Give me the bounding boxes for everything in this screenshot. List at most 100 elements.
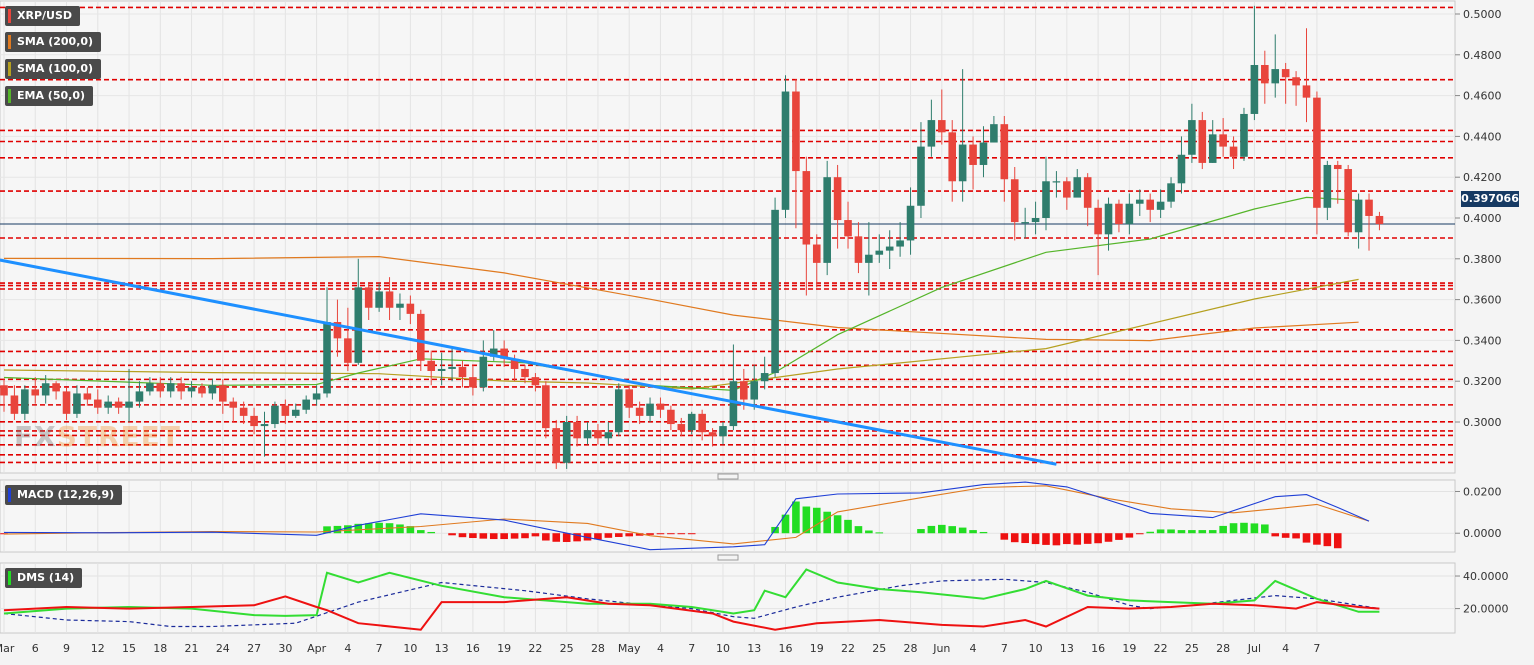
candle-up bbox=[1354, 199, 1363, 233]
axes: Mar 6 9 12 15 18 21 24 27 30 Apr 4 7 10 13 16 19 22 25 28 Ma… bbox=[0, 8, 1509, 655]
legend-dms[interactable]: DMS (14) bbox=[5, 568, 83, 588]
macd-hist-bar bbox=[1104, 533, 1113, 542]
y-tick-label: 0.3600 bbox=[1463, 294, 1502, 307]
macd-hist-bar bbox=[1146, 531, 1154, 534]
candle-down bbox=[93, 399, 102, 408]
y-tick-label: 0.3400 bbox=[1463, 334, 1502, 347]
x-tick-label: 4 bbox=[1282, 642, 1289, 655]
macd-hist-bar bbox=[625, 533, 633, 537]
macd-hist-bar bbox=[1156, 529, 1165, 534]
candle-up bbox=[1271, 69, 1280, 84]
candle-up bbox=[1156, 201, 1165, 210]
candle-down bbox=[740, 381, 748, 400]
candle-up bbox=[614, 389, 623, 433]
macd-hist-bar bbox=[1271, 533, 1280, 537]
candle-up bbox=[448, 366, 456, 369]
candle-down bbox=[1302, 85, 1311, 98]
candle-up bbox=[1042, 181, 1050, 218]
macd-hist-bar bbox=[542, 533, 550, 541]
macd-hist-bar bbox=[802, 506, 811, 534]
candle-down bbox=[1198, 120, 1207, 163]
macd-hist-bar bbox=[489, 533, 498, 540]
x-tick-label: 10 bbox=[1029, 642, 1043, 655]
candle-down bbox=[229, 401, 238, 408]
candle-up bbox=[1240, 113, 1248, 157]
macd-hist-bar bbox=[479, 533, 488, 539]
candle-down bbox=[812, 244, 821, 263]
macd-hist-bar bbox=[448, 533, 456, 536]
candle-up bbox=[1104, 203, 1113, 235]
macd-hist-bar bbox=[427, 531, 436, 534]
candle-down bbox=[1094, 207, 1102, 235]
candle-up bbox=[687, 413, 696, 431]
x-tick-label: Jul bbox=[1247, 642, 1261, 655]
candle-up bbox=[958, 144, 967, 182]
macd-hist-bar bbox=[1333, 533, 1342, 549]
macd-hist-bar bbox=[677, 533, 686, 535]
macd-hist-bar bbox=[1250, 523, 1259, 534]
candle-down bbox=[1000, 124, 1009, 180]
x-tick-label: 7 bbox=[688, 642, 695, 655]
macd-line bbox=[3, 481, 1370, 551]
candle-up bbox=[354, 287, 363, 363]
candle-up bbox=[302, 399, 310, 410]
candle-up bbox=[1250, 65, 1259, 114]
x-tick-label: 12 bbox=[91, 642, 105, 655]
macd-hist-bar bbox=[469, 533, 477, 539]
macd-hist-bar bbox=[406, 526, 415, 534]
candle-down bbox=[1292, 77, 1300, 86]
candle-down bbox=[385, 291, 394, 308]
macd-splitter-icon bbox=[717, 554, 739, 561]
candle-down bbox=[792, 91, 800, 172]
macd-hist-bar bbox=[1313, 533, 1321, 545]
x-tick-label: 18 bbox=[153, 642, 167, 655]
x-tick-label: 10 bbox=[716, 642, 730, 655]
candle-down bbox=[1313, 97, 1321, 208]
x-tick-label: 13 bbox=[435, 642, 449, 655]
x-tick-label: Mar bbox=[0, 642, 15, 655]
candle-up bbox=[979, 142, 988, 165]
macd-hist-bar bbox=[969, 530, 977, 534]
candle-down bbox=[333, 322, 342, 339]
candle-up bbox=[823, 177, 831, 263]
macd-hist-bar bbox=[792, 501, 800, 534]
candle-up bbox=[323, 322, 331, 394]
legend-macd[interactable]: MACD (12,26,9) bbox=[5, 485, 123, 505]
candle-down bbox=[1219, 134, 1227, 147]
macd-hist-bar bbox=[1292, 533, 1300, 539]
sma200-swatch-icon bbox=[8, 35, 11, 49]
x-tick-label: 4 bbox=[344, 642, 351, 655]
legend-sma200[interactable]: SMA (200,0) bbox=[5, 32, 102, 52]
candle-down bbox=[573, 422, 581, 439]
candle-down bbox=[1063, 181, 1071, 198]
legend-sma100[interactable]: SMA (100,0) bbox=[5, 59, 102, 79]
x-tick-label: 22 bbox=[528, 642, 542, 655]
candle-down bbox=[417, 313, 425, 361]
sma100-line bbox=[3, 278, 1359, 390]
ema50-swatch-icon bbox=[8, 89, 11, 103]
macd-hist-bar bbox=[823, 511, 831, 534]
descending-trendline bbox=[0, 258, 1057, 466]
macd-hist-bar bbox=[354, 523, 363, 534]
candle-up bbox=[562, 422, 571, 463]
minus-di-line bbox=[3, 595, 1380, 631]
x-tick-label: 19 bbox=[497, 642, 511, 655]
candle-down bbox=[948, 132, 957, 182]
legend-symbol[interactable]: XRP/USD bbox=[5, 6, 81, 26]
candle-down bbox=[625, 389, 633, 408]
macd-hist-bar bbox=[1000, 533, 1009, 540]
candlesticks bbox=[0, 5, 1384, 469]
candle-up bbox=[375, 291, 383, 308]
legend-ema50[interactable]: EMA (50,0) bbox=[5, 86, 93, 106]
macd-hist-bar bbox=[1229, 523, 1238, 534]
macd-hist-bar bbox=[1031, 533, 1040, 545]
macd-hist-bar bbox=[510, 533, 519, 539]
x-tick-label: 15 bbox=[122, 642, 136, 655]
legend-sma200-label: SMA (200,0) bbox=[17, 35, 94, 48]
macd-hist-bar bbox=[1281, 533, 1290, 538]
y-tick-label: 0.3800 bbox=[1463, 253, 1502, 266]
macd-hist-bar bbox=[1167, 529, 1175, 534]
macd-hist-bar bbox=[854, 526, 863, 534]
x-tick-label: 19 bbox=[1122, 642, 1136, 655]
